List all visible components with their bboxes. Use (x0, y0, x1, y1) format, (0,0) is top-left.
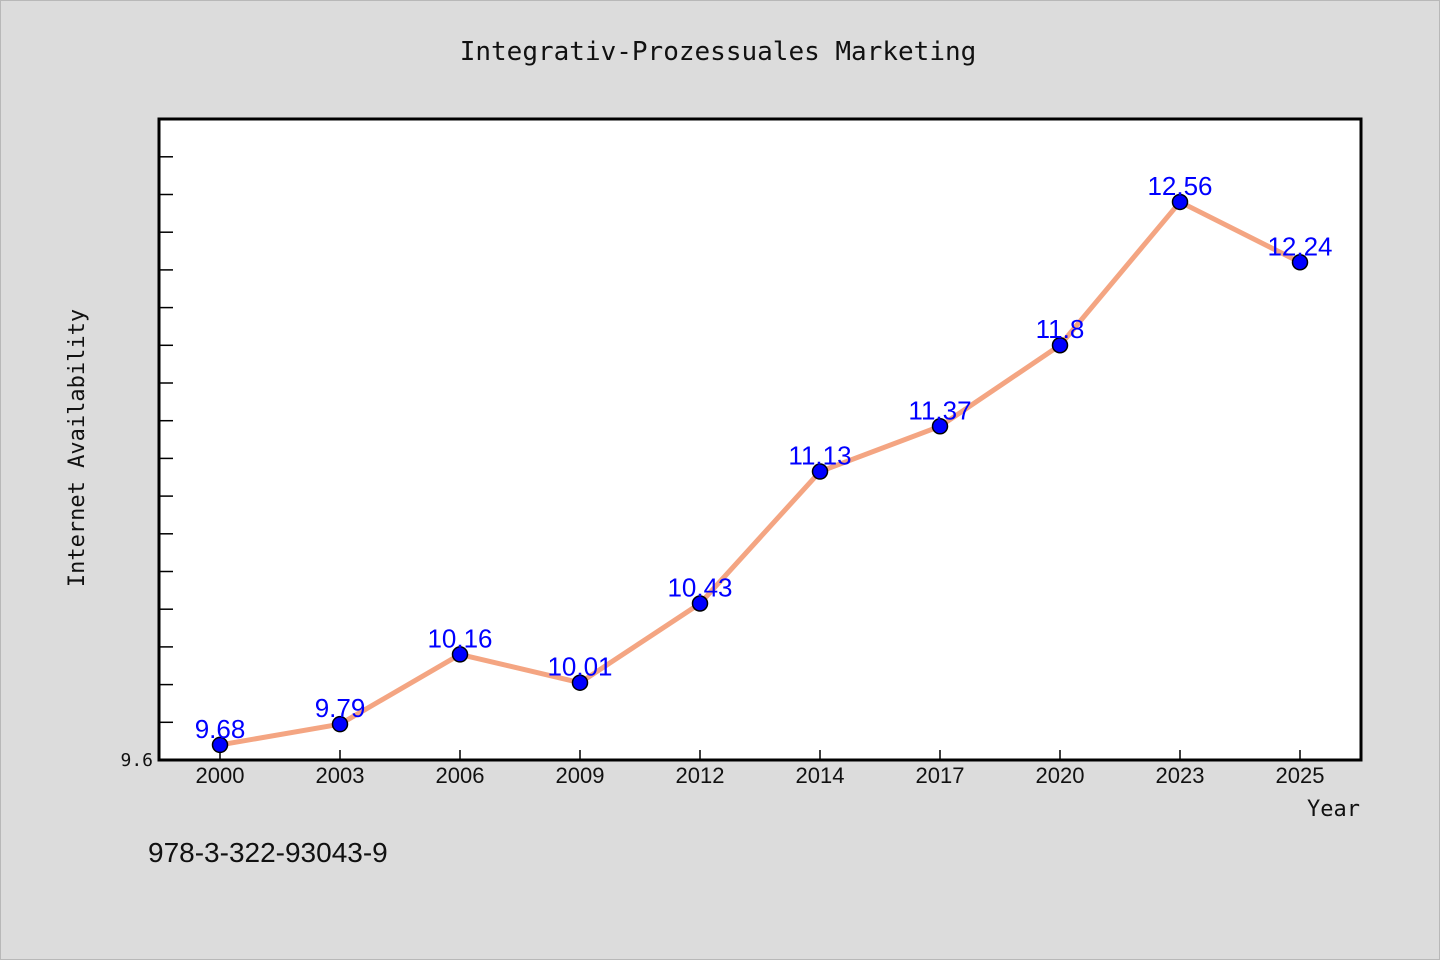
data-point (691, 595, 709, 612)
x-tick-label: 2020 (1036, 763, 1085, 788)
y-axis-title: Internet Availability (65, 309, 90, 587)
data-point (931, 418, 949, 435)
x-tick-label: 2017 (916, 763, 965, 788)
x-tick-label: 2009 (556, 763, 605, 788)
data-markers (211, 193, 1309, 754)
data-label: 12.56 (1147, 171, 1212, 201)
y-tick-label: 9.6 (120, 750, 153, 771)
data-label: 11.13 (788, 441, 851, 471)
plot-area (157, 117, 1363, 762)
data-point (1291, 254, 1309, 271)
data-point (1171, 193, 1189, 211)
x-tick-label: 2000 (196, 763, 245, 788)
data-point (1051, 336, 1069, 354)
data-point (331, 715, 349, 733)
x-tick-label: 2003 (316, 763, 365, 788)
data-labels: 9.68 9.79 10.16 10.01 10.43 11.13 11.37 11.8 12.… (195, 171, 1333, 744)
data-point (811, 463, 829, 480)
data-label: 10.01 (547, 652, 612, 682)
data-label: 11.8 (1036, 314, 1085, 344)
data-label: 10.16 (427, 623, 492, 653)
x-axis-title: Year (1307, 797, 1360, 822)
data-label: 9.68 (195, 714, 246, 744)
x-tick-label: 2023 (1156, 763, 1205, 788)
data-point (451, 646, 469, 663)
x-tick-label: 2006 (436, 763, 485, 788)
series-line (217, 199, 1303, 748)
data-label: 9.79 (315, 693, 366, 723)
data-label: 11.37 (908, 395, 971, 425)
x-axis-tick-labels: 2000 2003 2006 2009 2012 2014 2017 2020 2023 2025 (196, 763, 1325, 788)
data-label: 12.24 (1267, 231, 1332, 261)
data-point (571, 674, 589, 691)
x-tick-label: 2025 (1276, 763, 1325, 788)
data-label: 10.43 (667, 573, 732, 603)
y-axis-ticks (159, 156, 173, 724)
x-tick-label: 2014 (796, 763, 845, 788)
data-point (211, 736, 229, 754)
isbn-text: 978-3-322-93043-9 (148, 837, 388, 868)
x-axis-ticks (219, 750, 1301, 760)
y-axis-tick-labels: 9.6 (120, 750, 153, 771)
x-tick-label: 2012 (676, 763, 725, 788)
chart-title: Integrativ-Prozessuales Marketing (460, 37, 977, 67)
